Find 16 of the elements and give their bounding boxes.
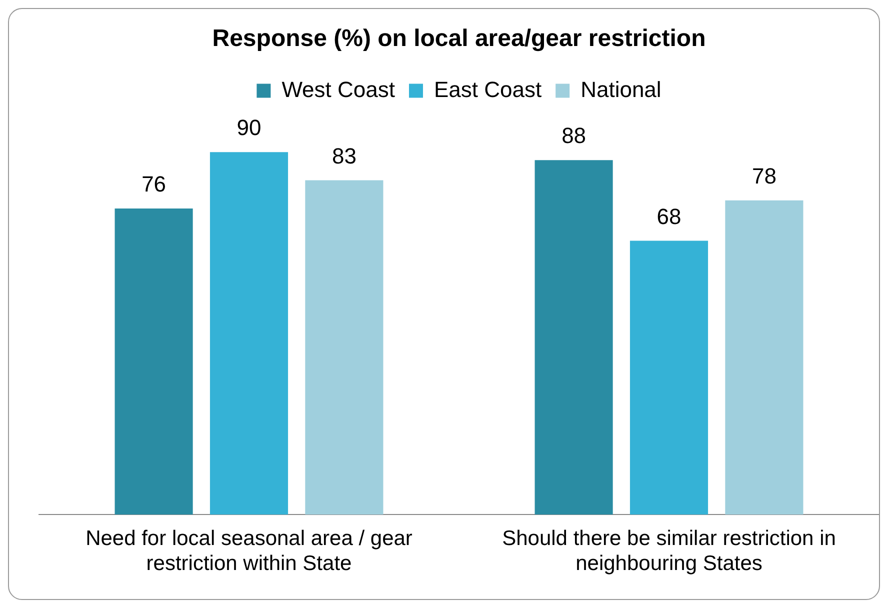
bar [534,160,613,515]
data-label: 83 [332,143,356,168]
bar [725,200,804,515]
bar [630,240,708,515]
bar [210,152,288,515]
x-tick-label: Should there be similar restriction in neighbouring States [502,526,836,576]
legend-label: East Coast [434,76,542,102]
x-tick-label: Need for local seasonal area / gear restriction within State [86,526,412,576]
legend-label: West Coast [282,76,396,102]
bar [305,180,384,515]
bar [114,208,193,515]
chart-title: Response (%) on local area/gear restriction [212,25,706,52]
data-label: 76 [142,172,166,197]
data-label: 90 [236,115,262,140]
data-label: 78 [752,163,776,188]
data-label: 68 [656,204,682,229]
